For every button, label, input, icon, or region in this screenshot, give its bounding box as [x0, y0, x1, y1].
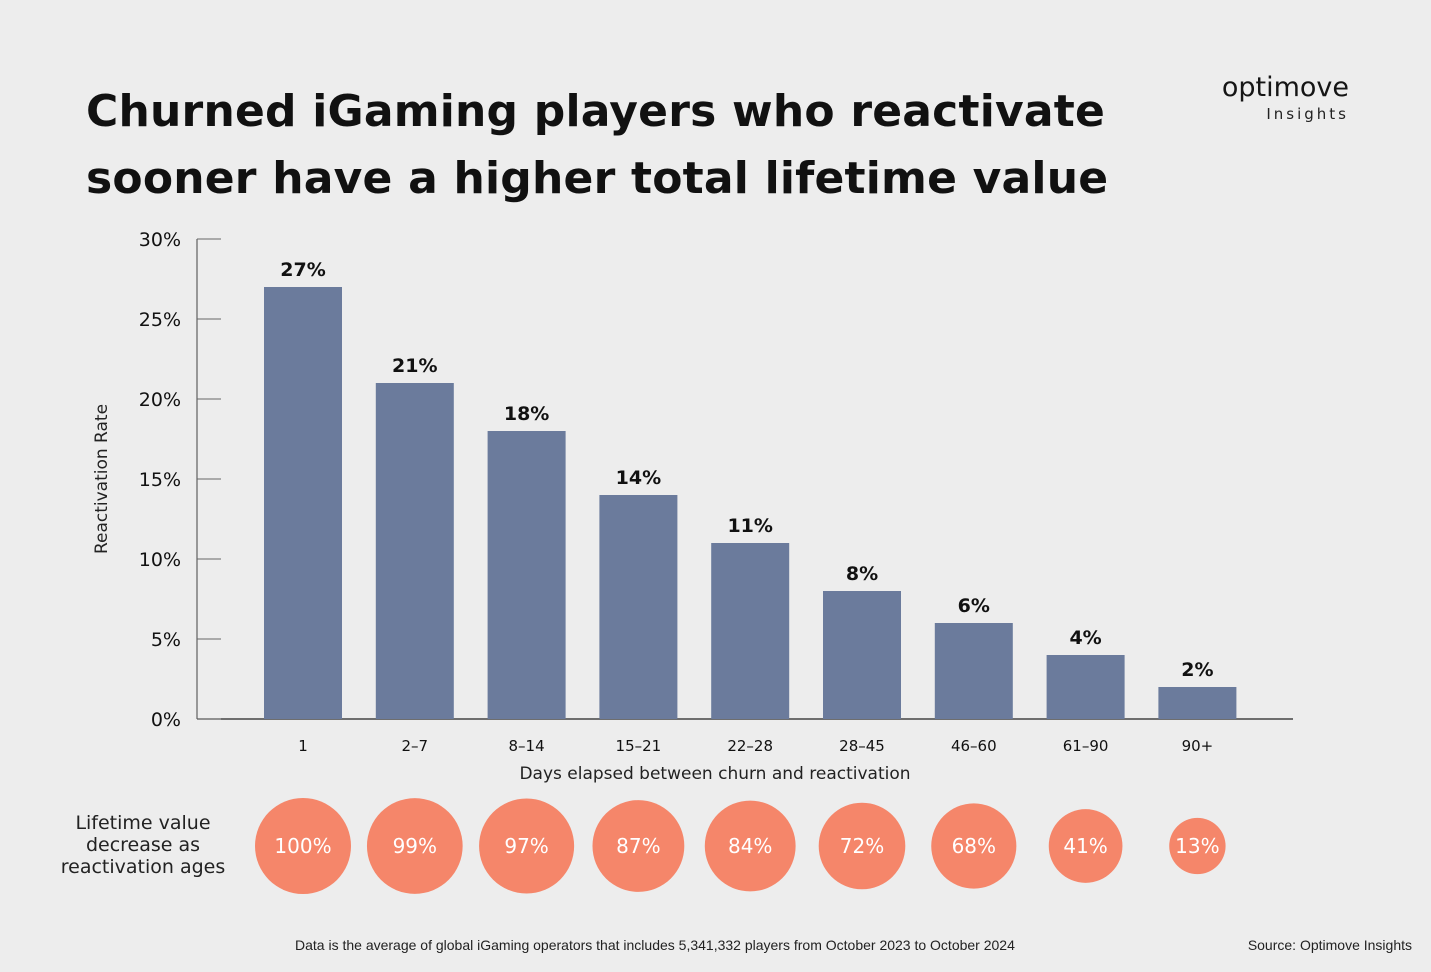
x-tick-label: 22–28: [727, 737, 773, 755]
x-tick-label: 28–45: [839, 737, 885, 755]
bar: [711, 543, 790, 719]
lifetime-value-label: 100%: [274, 834, 331, 858]
y-tick-label: 0%: [151, 709, 181, 731]
y-tick-label: 30%: [139, 229, 181, 251]
bar: [934, 623, 1013, 719]
x-tick-label: 8–14: [509, 737, 545, 755]
bar-value-label: 2%: [1181, 659, 1213, 681]
source-note: Source: Optimove Insights: [1247, 937, 1412, 953]
x-tick-label: 90+: [1182, 737, 1214, 755]
lifetime-value-bubble: [818, 802, 906, 890]
bubble-row-label: Lifetime value: [75, 812, 210, 834]
x-tick-label: 61–90: [1063, 737, 1109, 755]
lifetime-value-label: 84%: [728, 834, 772, 858]
lifetime-value-bubble: [1048, 809, 1123, 883]
chart-title: Churned iGaming players who reactivate s…: [86, 86, 1109, 204]
data-footnote: Data is the average of global iGaming op…: [295, 937, 1015, 953]
bubble-row-label: decrease as: [86, 834, 200, 856]
lifetime-value-bubble: [255, 798, 351, 894]
lifetime-value-bubble: [592, 800, 685, 892]
bar-value-label: 11%: [727, 515, 772, 537]
x-axis-label: Days elapsed between churn and reactivat…: [519, 764, 910, 784]
lifetime-value-label: 99%: [393, 834, 437, 858]
lifetime-value-bubble: [1169, 817, 1226, 875]
bar: [599, 495, 678, 719]
lifetime-value-label: 97%: [504, 834, 548, 858]
bar-value-label: 21%: [392, 355, 437, 377]
bar: [487, 431, 566, 719]
x-tick-label: 1: [298, 737, 308, 755]
lifetime-value-bubble: [479, 798, 575, 894]
lifetime-value-bubble: [366, 798, 463, 894]
x-tick-label: 15–21: [616, 737, 662, 755]
bar: [823, 591, 901, 719]
y-tick-label: 20%: [139, 389, 181, 411]
bar-value-label: 14%: [616, 467, 661, 489]
lifetime-value-bubble: [931, 803, 1017, 889]
brand-name: optimove: [1221, 72, 1349, 103]
bar: [264, 287, 342, 719]
bar-value-label: 4%: [1069, 627, 1101, 649]
lifetime-value-label: 87%: [616, 834, 660, 858]
lifetime-value-bubble: [704, 800, 796, 892]
y-tick-label: 15%: [139, 469, 181, 491]
bar: [1046, 655, 1125, 719]
brand-subtitle: Insights: [1266, 105, 1349, 123]
lifetime-value-label: 68%: [952, 834, 996, 858]
x-tick-label: 46–60: [951, 737, 997, 755]
lifetime-value-label: 13%: [1175, 834, 1219, 858]
y-tick-label: 5%: [151, 629, 181, 651]
bar: [1158, 687, 1237, 719]
y-tick-label: 10%: [139, 549, 181, 571]
bar-value-label: 8%: [846, 563, 878, 585]
bubble-row-label: reactivation ages: [61, 856, 226, 878]
x-tick-label: 2–7: [402, 737, 429, 755]
bar-value-label: 6%: [958, 595, 990, 617]
bar-value-label: 18%: [504, 403, 549, 425]
y-axis-label: Reactivation Rate: [92, 404, 112, 554]
lifetime-value-label: 41%: [1063, 834, 1107, 858]
y-tick-label: 25%: [139, 309, 181, 331]
bar-value-label: 27%: [280, 259, 325, 281]
lifetime-value-label: 72%: [840, 834, 884, 858]
bar: [375, 383, 454, 719]
brand-logo: optimove Insights: [1222, 72, 1349, 124]
